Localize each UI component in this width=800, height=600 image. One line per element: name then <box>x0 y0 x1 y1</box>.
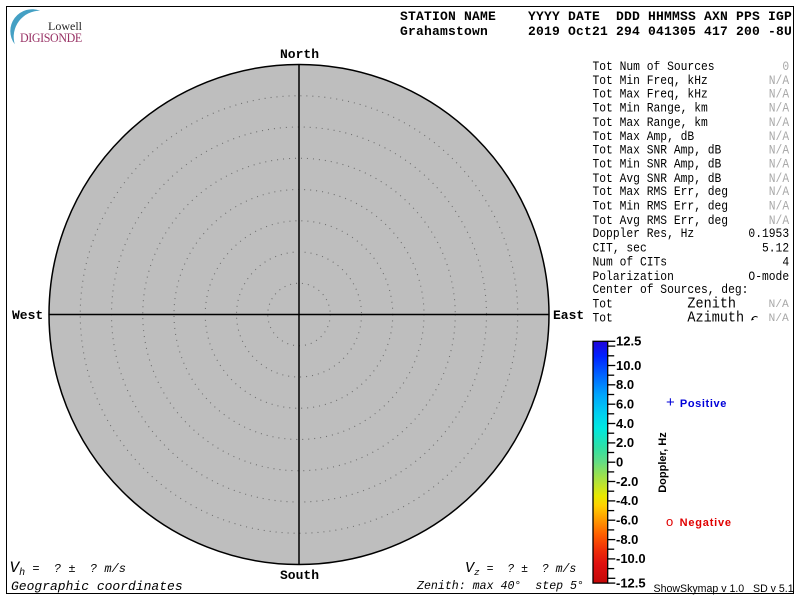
svg-text:-4.0: -4.0 <box>616 493 638 508</box>
svg-text:8.0: 8.0 <box>616 377 634 392</box>
svg-text:10.0: 10.0 <box>616 358 641 373</box>
svg-text:12.5: 12.5 <box>616 334 641 349</box>
svg-text:0: 0 <box>616 455 623 470</box>
svg-text:4.0: 4.0 <box>616 416 634 431</box>
svg-text:-6.0: -6.0 <box>616 513 638 528</box>
svg-text:6.0: 6.0 <box>616 397 634 412</box>
svg-text:-10.0: -10.0 <box>616 551 646 566</box>
svg-text:Doppler, Hz: Doppler, Hz <box>657 432 669 493</box>
svg-text:2.0: 2.0 <box>616 435 634 450</box>
svg-text:-12.5: -12.5 <box>616 575 646 590</box>
svg-text:-8.0: -8.0 <box>616 532 638 547</box>
svg-text:-2.0: -2.0 <box>616 474 638 489</box>
